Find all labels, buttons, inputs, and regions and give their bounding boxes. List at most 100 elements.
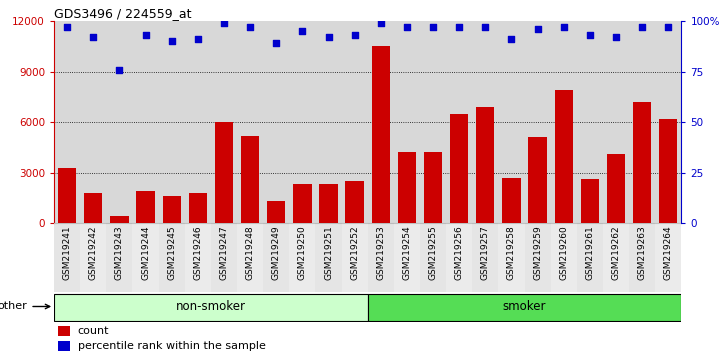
Point — [375, 21, 386, 26]
Bar — [133, 223, 159, 292]
Bar — [342, 223, 368, 292]
Point — [87, 35, 99, 40]
Text: GSM219255: GSM219255 — [428, 225, 438, 280]
Bar — [159, 223, 185, 292]
Bar — [54, 223, 80, 292]
Bar — [524, 223, 551, 292]
Bar — [136, 191, 155, 223]
Bar — [215, 122, 233, 223]
Text: GSM219258: GSM219258 — [507, 225, 516, 280]
Text: GSM219250: GSM219250 — [298, 225, 307, 280]
Point — [270, 41, 282, 46]
Point — [558, 24, 570, 30]
Bar — [580, 179, 599, 223]
Bar — [629, 223, 655, 292]
Text: GSM219244: GSM219244 — [141, 225, 150, 280]
Text: other: other — [0, 302, 50, 312]
Point — [114, 67, 125, 73]
Bar — [107, 223, 133, 292]
Bar — [319, 184, 337, 223]
Point — [505, 36, 517, 42]
Point — [166, 39, 177, 44]
Bar — [554, 90, 573, 223]
Text: GSM219253: GSM219253 — [376, 225, 385, 280]
Point — [663, 24, 674, 30]
Bar — [368, 293, 681, 321]
Text: GSM219264: GSM219264 — [664, 225, 673, 280]
Point — [323, 35, 335, 40]
Text: GDS3496 / 224559_at: GDS3496 / 224559_at — [54, 7, 192, 20]
Text: GSM219242: GSM219242 — [89, 225, 98, 280]
Text: GSM219261: GSM219261 — [585, 225, 594, 280]
Bar — [476, 107, 495, 223]
Bar — [110, 216, 128, 223]
Point — [192, 36, 203, 42]
Text: percentile rank within the sample: percentile rank within the sample — [78, 341, 266, 351]
Text: non-smoker: non-smoker — [176, 300, 246, 313]
Bar — [528, 137, 547, 223]
Text: GSM219260: GSM219260 — [559, 225, 568, 280]
Bar — [189, 193, 207, 223]
Bar — [472, 223, 498, 292]
Text: GSM219243: GSM219243 — [115, 225, 124, 280]
Point — [479, 24, 491, 30]
Text: GSM219263: GSM219263 — [637, 225, 647, 280]
Point — [428, 24, 439, 30]
Text: GSM219259: GSM219259 — [533, 225, 542, 280]
Point — [401, 24, 412, 30]
Bar — [58, 167, 76, 223]
Point — [454, 24, 465, 30]
Point — [610, 35, 622, 40]
Text: GSM219241: GSM219241 — [63, 225, 71, 280]
Bar — [263, 223, 289, 292]
Bar — [450, 114, 469, 223]
Bar — [551, 223, 577, 292]
Bar — [84, 193, 102, 223]
Text: GSM219262: GSM219262 — [611, 225, 621, 280]
Bar — [607, 154, 625, 223]
Bar — [54, 293, 368, 321]
Bar — [420, 223, 446, 292]
Bar — [241, 136, 260, 223]
Bar — [185, 223, 211, 292]
Text: GSM219252: GSM219252 — [350, 225, 359, 280]
Bar — [498, 223, 524, 292]
Bar — [80, 223, 107, 292]
Text: GSM219245: GSM219245 — [167, 225, 176, 280]
Text: GSM219256: GSM219256 — [455, 225, 464, 280]
Bar — [58, 341, 70, 351]
Bar — [371, 46, 390, 223]
Bar — [315, 223, 342, 292]
Text: count: count — [78, 326, 110, 336]
Bar — [398, 152, 416, 223]
Point — [218, 21, 230, 26]
Bar — [603, 223, 629, 292]
Bar — [345, 181, 364, 223]
Point — [532, 27, 544, 32]
Bar — [293, 184, 311, 223]
Point — [244, 24, 256, 30]
Bar — [633, 102, 651, 223]
Point — [296, 28, 308, 34]
Bar — [394, 223, 420, 292]
Text: GSM219257: GSM219257 — [481, 225, 490, 280]
Text: GSM219249: GSM219249 — [272, 225, 280, 280]
Bar — [503, 178, 521, 223]
Point — [140, 33, 151, 38]
Bar — [289, 223, 316, 292]
Text: GSM219251: GSM219251 — [324, 225, 333, 280]
Text: GSM219247: GSM219247 — [219, 225, 229, 280]
Bar — [58, 326, 70, 336]
Bar — [446, 223, 472, 292]
Bar — [237, 223, 263, 292]
Text: GSM219248: GSM219248 — [246, 225, 255, 280]
Point — [584, 33, 596, 38]
Bar — [424, 152, 442, 223]
Point — [61, 24, 73, 30]
Bar — [368, 223, 394, 292]
Bar — [577, 223, 603, 292]
Bar — [655, 223, 681, 292]
Text: GSM219254: GSM219254 — [402, 225, 412, 280]
Text: smoker: smoker — [503, 300, 547, 313]
Point — [637, 24, 648, 30]
